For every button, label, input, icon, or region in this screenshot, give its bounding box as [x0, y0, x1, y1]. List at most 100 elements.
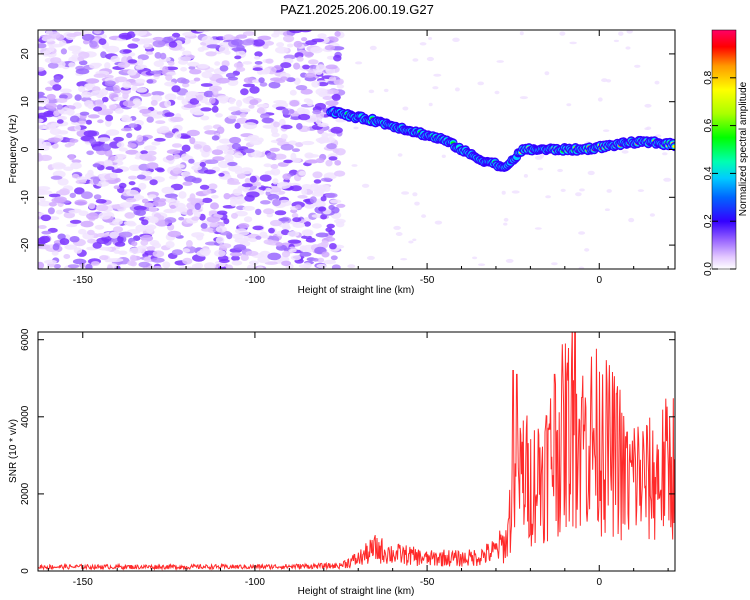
noise-blob	[63, 211, 75, 219]
noise-blob	[69, 236, 80, 243]
noise-blob	[138, 182, 147, 190]
noise-blob	[419, 42, 427, 46]
noise-blob	[38, 43, 47, 49]
noise-blob	[477, 81, 485, 86]
noise-blob	[52, 243, 60, 251]
spectrogram-x-label: Height of straight line (km)	[298, 285, 415, 296]
noise-blob	[275, 242, 283, 247]
snr-x-label: Height of straight line (km)	[298, 586, 415, 597]
noise-blob	[199, 213, 206, 221]
noise-blob	[401, 191, 410, 195]
noise-blob	[219, 65, 229, 72]
spectrogram-x-tick-label: -150	[73, 275, 93, 286]
noise-blob	[295, 142, 304, 148]
noise-blob	[201, 71, 213, 79]
noise-blob	[613, 39, 620, 43]
noise-blob	[578, 266, 585, 269]
noise-blob	[214, 249, 226, 257]
noise-blob	[312, 257, 319, 262]
noise-blob	[145, 224, 157, 230]
noise-blob	[133, 205, 147, 211]
noise-blob	[654, 80, 660, 85]
noise-blob	[236, 66, 246, 72]
noise-blob	[124, 212, 135, 219]
noise-blob	[200, 115, 210, 121]
noise-blob	[186, 240, 193, 248]
snr-y-label: SNR (10 * v/v)	[8, 419, 19, 483]
noise-blob	[232, 188, 243, 196]
noise-blob	[156, 168, 165, 173]
snr-frame	[37, 331, 676, 572]
noise-blob	[315, 117, 322, 125]
noise-blob	[174, 131, 182, 139]
noise-blob	[414, 201, 420, 206]
noise-blob	[328, 204, 336, 211]
noise-blob	[148, 206, 158, 213]
noise-blob	[69, 192, 77, 199]
noise-blob	[234, 169, 243, 175]
noise-blob	[248, 104, 255, 109]
noise-blob	[316, 263, 328, 269]
noise-blob	[334, 160, 342, 166]
noise-blob	[256, 103, 269, 108]
noise-blob	[324, 45, 336, 51]
noise-blob	[301, 184, 313, 190]
noise-blob	[318, 206, 327, 212]
noise-blob	[218, 259, 230, 263]
noise-blob	[211, 135, 220, 141]
noise-blob	[215, 113, 223, 118]
noise-blob	[38, 118, 44, 123]
noise-blob	[152, 36, 164, 41]
noise-blob	[503, 222, 508, 226]
noise-blob	[280, 76, 288, 81]
noise-blob	[38, 186, 51, 191]
noise-blob	[164, 217, 177, 224]
noise-blob	[503, 217, 509, 222]
noise-blob	[168, 175, 178, 180]
noise-blob	[663, 177, 672, 182]
noise-blob	[90, 90, 104, 97]
noise-blob	[545, 195, 551, 199]
noise-blob	[193, 77, 201, 82]
noise-blob	[48, 193, 61, 198]
noise-blob	[89, 62, 101, 69]
noise-blob	[208, 210, 218, 215]
noise-blob	[270, 127, 279, 135]
noise-blob	[257, 107, 265, 114]
snr-panel: -150 -100 -50 0 0 2000 4000 6000 Height of stra…	[8, 328, 676, 597]
noise-blob	[304, 51, 314, 58]
noise-blob	[203, 169, 216, 175]
noise-blob	[110, 55, 120, 63]
noise-blob	[215, 236, 225, 244]
noise-blob	[219, 243, 232, 249]
noise-blob	[89, 138, 97, 145]
noise-blob	[146, 162, 159, 170]
noise-blob	[67, 264, 80, 269]
noise-blob	[126, 189, 139, 197]
colorbar-label: Normalized spectral amplitude	[738, 81, 749, 216]
noise-blob	[92, 177, 100, 185]
noise-blob	[315, 64, 326, 72]
noise-blob	[38, 97, 50, 105]
noise-blob	[214, 61, 221, 66]
noise-blob	[99, 255, 109, 261]
noise-blob	[496, 60, 505, 63]
noise-blob	[316, 257, 325, 263]
noise-blob	[246, 191, 260, 198]
noise-blob	[347, 264, 356, 269]
noise-blob	[257, 35, 272, 41]
noise-blob	[78, 228, 87, 235]
noise-blob	[231, 255, 240, 261]
noise-blob	[185, 54, 196, 59]
noise-blob	[326, 55, 335, 60]
noise-blob	[649, 213, 656, 217]
noise-blob	[336, 203, 346, 208]
noise-blob	[141, 198, 149, 204]
noise-blob	[152, 250, 165, 258]
noise-blob	[135, 224, 147, 232]
noise-blob	[149, 179, 158, 186]
noise-blob	[53, 264, 61, 269]
noise-blob	[283, 35, 295, 43]
noise-blob	[262, 124, 276, 129]
noise-blob	[48, 31, 61, 39]
